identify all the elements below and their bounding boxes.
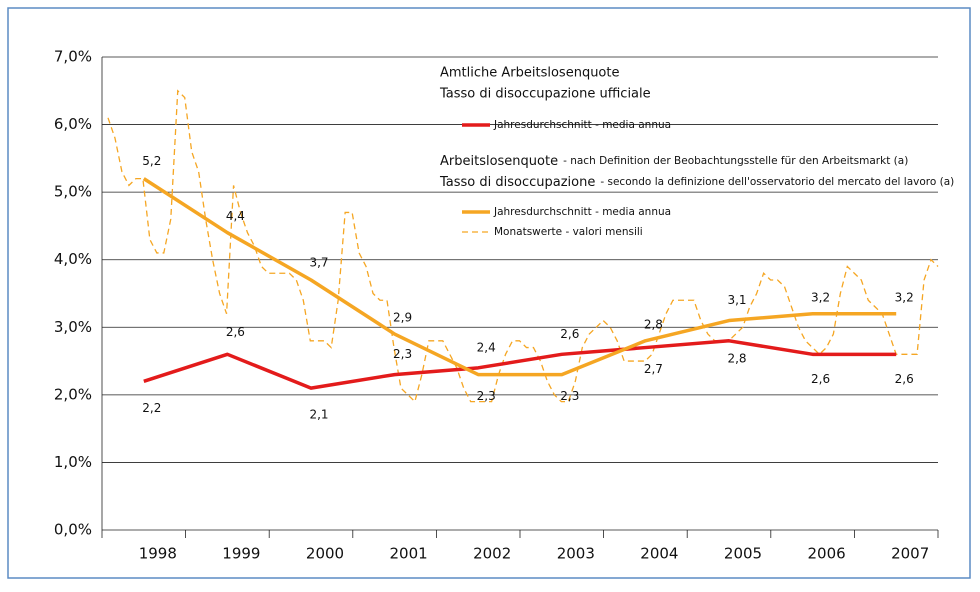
data-label: 2,6 bbox=[560, 327, 579, 341]
data-label: 5,2 bbox=[142, 154, 161, 168]
data-label: 2,4 bbox=[477, 340, 496, 354]
legend-heading-note: - nach Definition der Beobachtungsstelle… bbox=[563, 155, 908, 167]
x-tick-label: 2003 bbox=[557, 545, 595, 563]
data-label: 3,7 bbox=[309, 255, 328, 269]
data-label: 2,7 bbox=[644, 362, 663, 376]
x-tick-label: 2006 bbox=[808, 545, 846, 563]
y-tick-label: 4,0% bbox=[54, 250, 92, 268]
legend-heading-title: Tasso di disoccupazione bbox=[439, 175, 595, 190]
x-tick-label: 2005 bbox=[724, 545, 762, 563]
legend-heading-note: - secondo la definizione dell'osservator… bbox=[600, 176, 954, 188]
data-label: 2,6 bbox=[811, 372, 830, 386]
y-tick-label: 1,0% bbox=[54, 453, 92, 471]
y-tick-label: 7,0% bbox=[54, 48, 92, 66]
data-label: 4,4 bbox=[226, 209, 245, 223]
x-tick-label: 1999 bbox=[222, 545, 260, 563]
monthly-line bbox=[107, 89, 939, 403]
data-label: 2,6 bbox=[895, 372, 914, 386]
y-tick-label: 0,0% bbox=[54, 521, 92, 539]
series-line bbox=[143, 339, 897, 390]
data-label: 2,8 bbox=[727, 351, 746, 365]
data-label: 2,3 bbox=[560, 389, 579, 403]
legend-heading-title: Arbeitslosenquote bbox=[440, 154, 558, 169]
series-line bbox=[142, 177, 897, 377]
x-tick-label: 2004 bbox=[640, 545, 678, 563]
data-label: 2,9 bbox=[393, 311, 412, 325]
data-label: 2,3 bbox=[393, 347, 412, 361]
legend-heading: Arbeitslosenquote - nach Definition der B… bbox=[440, 154, 908, 169]
y-tick-label: 5,0% bbox=[54, 183, 92, 201]
legend-label: Monatswerte - valori mensili bbox=[494, 226, 643, 238]
data-label: 2,2 bbox=[142, 401, 161, 415]
legend-heading: Tasso di disoccupazione - secondo la defi… bbox=[439, 175, 954, 190]
legend-heading: Amtliche Arbeitslosenquote bbox=[440, 66, 619, 81]
x-tick-label: 2002 bbox=[473, 545, 511, 563]
x-tick-label: 1998 bbox=[139, 545, 177, 563]
data-label: 3,1 bbox=[727, 293, 746, 307]
data-label: 3,2 bbox=[895, 290, 914, 304]
data-label: 2,8 bbox=[644, 317, 663, 331]
data-label: 3,2 bbox=[811, 290, 830, 304]
frame bbox=[7, 7, 971, 579]
x-tick-label: 2001 bbox=[390, 545, 428, 563]
y-tick-label: 3,0% bbox=[54, 318, 92, 336]
data-label: 2,1 bbox=[309, 408, 328, 422]
y-tick-label: 6,0% bbox=[54, 115, 92, 133]
data-label: 2,6 bbox=[226, 325, 245, 339]
legend-heading: Tasso di disoccupazione ufficiale bbox=[439, 87, 651, 102]
x-tick-label: 2007 bbox=[891, 545, 929, 563]
x-tick-label: 2000 bbox=[306, 545, 344, 563]
legend-label: Jahresdurchschnitt - media annua bbox=[493, 206, 671, 218]
y-tick-label: 2,0% bbox=[54, 385, 92, 403]
data-label: 2,3 bbox=[477, 389, 496, 403]
legend-label: Jahresdurchschnitt - media annua bbox=[493, 119, 671, 131]
